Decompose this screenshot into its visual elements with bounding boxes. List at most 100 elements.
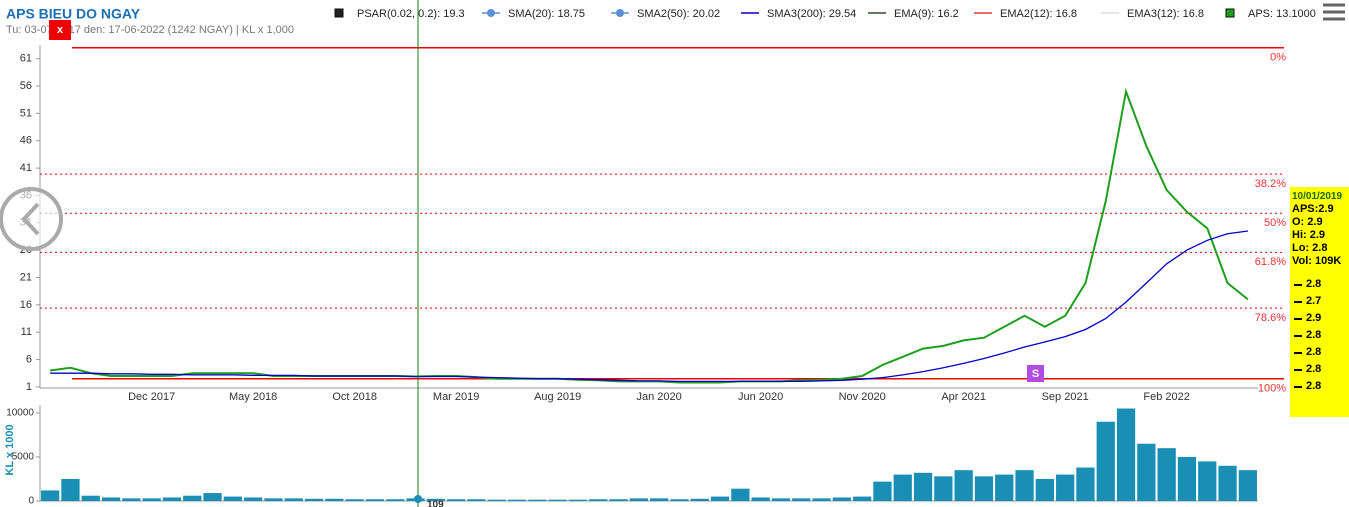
menu-icon[interactable] (1323, 3, 1345, 21)
tooltip: 10/01/2019 APS:2.9 O: 2.9 Hi: 2.9 Lo: 2.8 Vo… (1290, 187, 1349, 417)
legend-symbol (616, 9, 624, 17)
volume-bar (1076, 467, 1095, 501)
tooltip-line: APS:2.9 (1292, 203, 1334, 215)
tooltip-line: Vol: 109K (1292, 255, 1342, 267)
volume-bar (609, 499, 628, 501)
tooltip-line: Lo: 2.8 (1292, 242, 1328, 254)
x-tick-label: Nov 2020 (839, 391, 886, 403)
legend-label: SMA2(50): 20.02 (637, 8, 720, 20)
volume-bar (223, 496, 242, 501)
tooltip-item: 2.8 (1292, 361, 1347, 378)
x-tick-label: Feb 2022 (1143, 391, 1189, 403)
legend-symbol (1225, 8, 1235, 18)
chart-title: APS BIEU DO NGAY (6, 6, 141, 22)
y-tick-label: 5000 (12, 452, 35, 463)
signal-label: S (1032, 368, 1039, 380)
volume-bar (1116, 408, 1136, 501)
volume-bar (1157, 448, 1176, 501)
volume-bar (650, 498, 669, 501)
y-tick-label: 56 (20, 80, 32, 92)
crosshair-dot (414, 495, 422, 503)
volume-bar (122, 498, 141, 501)
chart-subtitle: Tu: 03-07-2017 den: 17-06-2022 (1242 NGA… (6, 24, 294, 36)
legend-label: EMA(9): 16.2 (894, 8, 959, 20)
fib-label: 61.8% (1255, 256, 1286, 268)
volume-bar (934, 476, 953, 501)
legend-label: APS: 13.1000 (1248, 8, 1316, 20)
nav-button[interactable] (0, 187, 63, 251)
tooltip-item: 2.8 (1292, 344, 1347, 361)
y-tick-label: 51 (20, 107, 32, 119)
volume-bar (1238, 470, 1257, 501)
crosshair-label: 109 (427, 500, 444, 507)
tooltip-line: Hi: 2.9 (1292, 229, 1326, 241)
volume-bar (853, 496, 872, 501)
fib-label: 0% (1270, 52, 1286, 64)
legend-symbol (334, 8, 344, 18)
volume-bar (568, 499, 588, 501)
x-tick-label: Sep 2021 (1042, 391, 1089, 403)
volume-bar (487, 499, 506, 501)
price-line (50, 230, 1248, 383)
close-label[interactable]: x (57, 24, 64, 36)
y-tick-label: 41 (20, 162, 32, 174)
tooltip-item: 2.8 (1292, 276, 1347, 293)
volume-bar (467, 499, 486, 501)
x-tick-label: Aug 2019 (534, 391, 581, 403)
legend-label: PSAR(0.02, 0.2): 19.3 (357, 8, 465, 20)
volume-bar (264, 498, 283, 501)
x-tick-label: Dec 2017 (128, 391, 175, 403)
volume-bar (244, 497, 263, 501)
y-tick-label: 10000 (6, 408, 34, 419)
y-tick-label: 21 (20, 271, 32, 283)
volume-bar (203, 493, 222, 501)
tooltip-line: O: 2.9 (1292, 216, 1323, 228)
fib-label: 38.2% (1255, 178, 1286, 190)
volume-bar (284, 498, 303, 501)
volume-bar (873, 481, 892, 501)
volume-bar (101, 497, 121, 501)
legend-label: EMA2(12): 16.8 (1000, 8, 1077, 20)
fib-label: 78.6% (1255, 312, 1286, 324)
close-button[interactable] (49, 20, 71, 40)
volume-bar (447, 499, 466, 501)
volume-bar (1096, 421, 1115, 501)
volume-bar (345, 499, 364, 501)
y-tick-label: 6 (26, 353, 32, 365)
nav-arrow[interactable] (21, 202, 40, 236)
volume-bar (974, 476, 994, 501)
volume-bar (1035, 478, 1054, 501)
volume-bar (812, 498, 831, 501)
volume-bar (670, 499, 689, 501)
volume-bar (731, 488, 750, 501)
tooltip-date: 10/01/2019 (1292, 191, 1343, 202)
volume-bar (913, 472, 933, 501)
x-tick-label: Jan 2020 (637, 391, 682, 403)
volume-bar (507, 499, 527, 501)
volume-bar (142, 498, 161, 501)
x-tick-label: Oct 2018 (332, 391, 377, 403)
y-tick-label: 0 (28, 496, 34, 507)
volume-bar (386, 499, 405, 501)
volume-bar (771, 498, 791, 501)
x-tick-label: May 2018 (229, 391, 277, 403)
volume-bar (1218, 465, 1237, 501)
volume-bar (690, 498, 709, 501)
volume-bar (183, 495, 202, 501)
tooltip-item: 2.7 (1292, 293, 1347, 310)
y-tick-label: 46 (20, 135, 32, 147)
volume-bar (81, 495, 100, 501)
legend-label: SMA(20): 18.75 (508, 8, 585, 20)
x-tick-label: Mar 2019 (433, 391, 479, 403)
volume-bar (710, 496, 730, 501)
legend-label: EMA3(12): 16.8 (1127, 8, 1204, 20)
tooltip-item: 2.9 (1292, 310, 1347, 327)
volume-bar (792, 498, 811, 501)
volume-bar (365, 499, 385, 501)
volume-bar (954, 470, 973, 501)
tooltip-item: 2.8 (1292, 378, 1347, 395)
volume-bar (1177, 456, 1197, 501)
volume-bar (548, 499, 567, 501)
volume-bar (1015, 470, 1034, 501)
y-tick-label: 61 (20, 53, 32, 65)
